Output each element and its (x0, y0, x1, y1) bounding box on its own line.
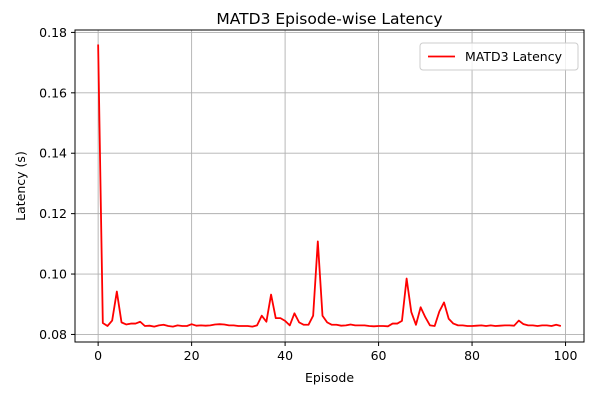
x-tick-label: 40 (277, 348, 293, 363)
x-axis-ticks: 0 20 40 60 80 100 (94, 342, 578, 363)
legend-box (419, 42, 579, 71)
x-tick-label: 20 (184, 348, 200, 363)
series-layer (97, 44, 562, 328)
y-tick-label: 0.18 (39, 25, 67, 40)
legend: MATD3 Latency (419, 42, 579, 71)
x-tick-label: 0 (94, 348, 102, 363)
series-line-0 (97, 44, 562, 328)
y-tick-label: 0.16 (39, 85, 67, 100)
grid-lines (75, 30, 584, 342)
y-tick-label: 0.12 (39, 206, 67, 221)
y-tick-label: 0.14 (39, 146, 67, 161)
y-axis-ticks: 0.08 0.10 0.12 0.14 0.16 0.18 (39, 25, 75, 342)
y-axis-label: Latency (s) (13, 151, 28, 221)
chart-title: MATD3 Episode-wise Latency (216, 10, 442, 28)
y-tick-label: 0.10 (39, 267, 67, 282)
y-tick-label: 0.08 (39, 327, 67, 342)
x-tick-label: 80 (464, 348, 480, 363)
x-tick-label: 60 (371, 348, 387, 363)
x-axis-label: Episode (305, 370, 354, 385)
legend-label: MATD3 Latency (465, 49, 563, 64)
plot-frame (74, 29, 585, 343)
x-tick-label: 100 (554, 348, 578, 363)
axes (74, 29, 585, 343)
